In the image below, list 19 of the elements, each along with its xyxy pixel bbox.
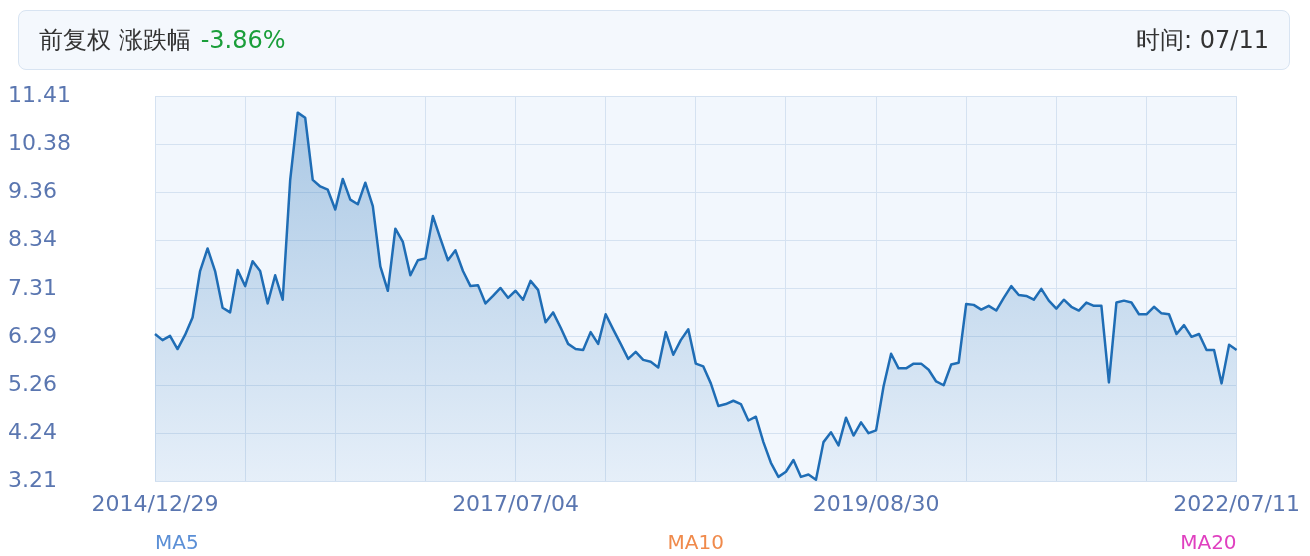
x-tick-label: 2014/12/29 xyxy=(91,490,219,516)
chart-subtitle: -3.86% xyxy=(200,26,286,54)
y-tick-label: 7.31 xyxy=(8,274,57,300)
chart-title: 前复权 涨跌幅 xyxy=(39,26,191,54)
text: MA10 xyxy=(667,530,724,555)
y-tick-label: 11.41 xyxy=(8,81,71,107)
text: MA20 xyxy=(1180,530,1237,555)
y-tick-label: 10.38 xyxy=(8,130,71,156)
x-tick-label: 2017/07/04 xyxy=(452,490,579,516)
text: MA5 xyxy=(155,530,199,555)
x-tick-label: 2019/08/30 xyxy=(812,490,940,516)
y-tick-label: 8.34 xyxy=(8,226,57,252)
y-tick-label: 6.29 xyxy=(8,322,57,348)
y-tick-label: 5.26 xyxy=(8,370,57,396)
y-tick-label: 4.24 xyxy=(8,418,57,444)
x-tick-label: 2022/07/11 xyxy=(1173,490,1301,516)
y-tick-label: 3.21 xyxy=(8,467,57,493)
text: 时间: 07/11 xyxy=(1136,25,1269,56)
y-tick-label: 9.36 xyxy=(8,178,57,204)
